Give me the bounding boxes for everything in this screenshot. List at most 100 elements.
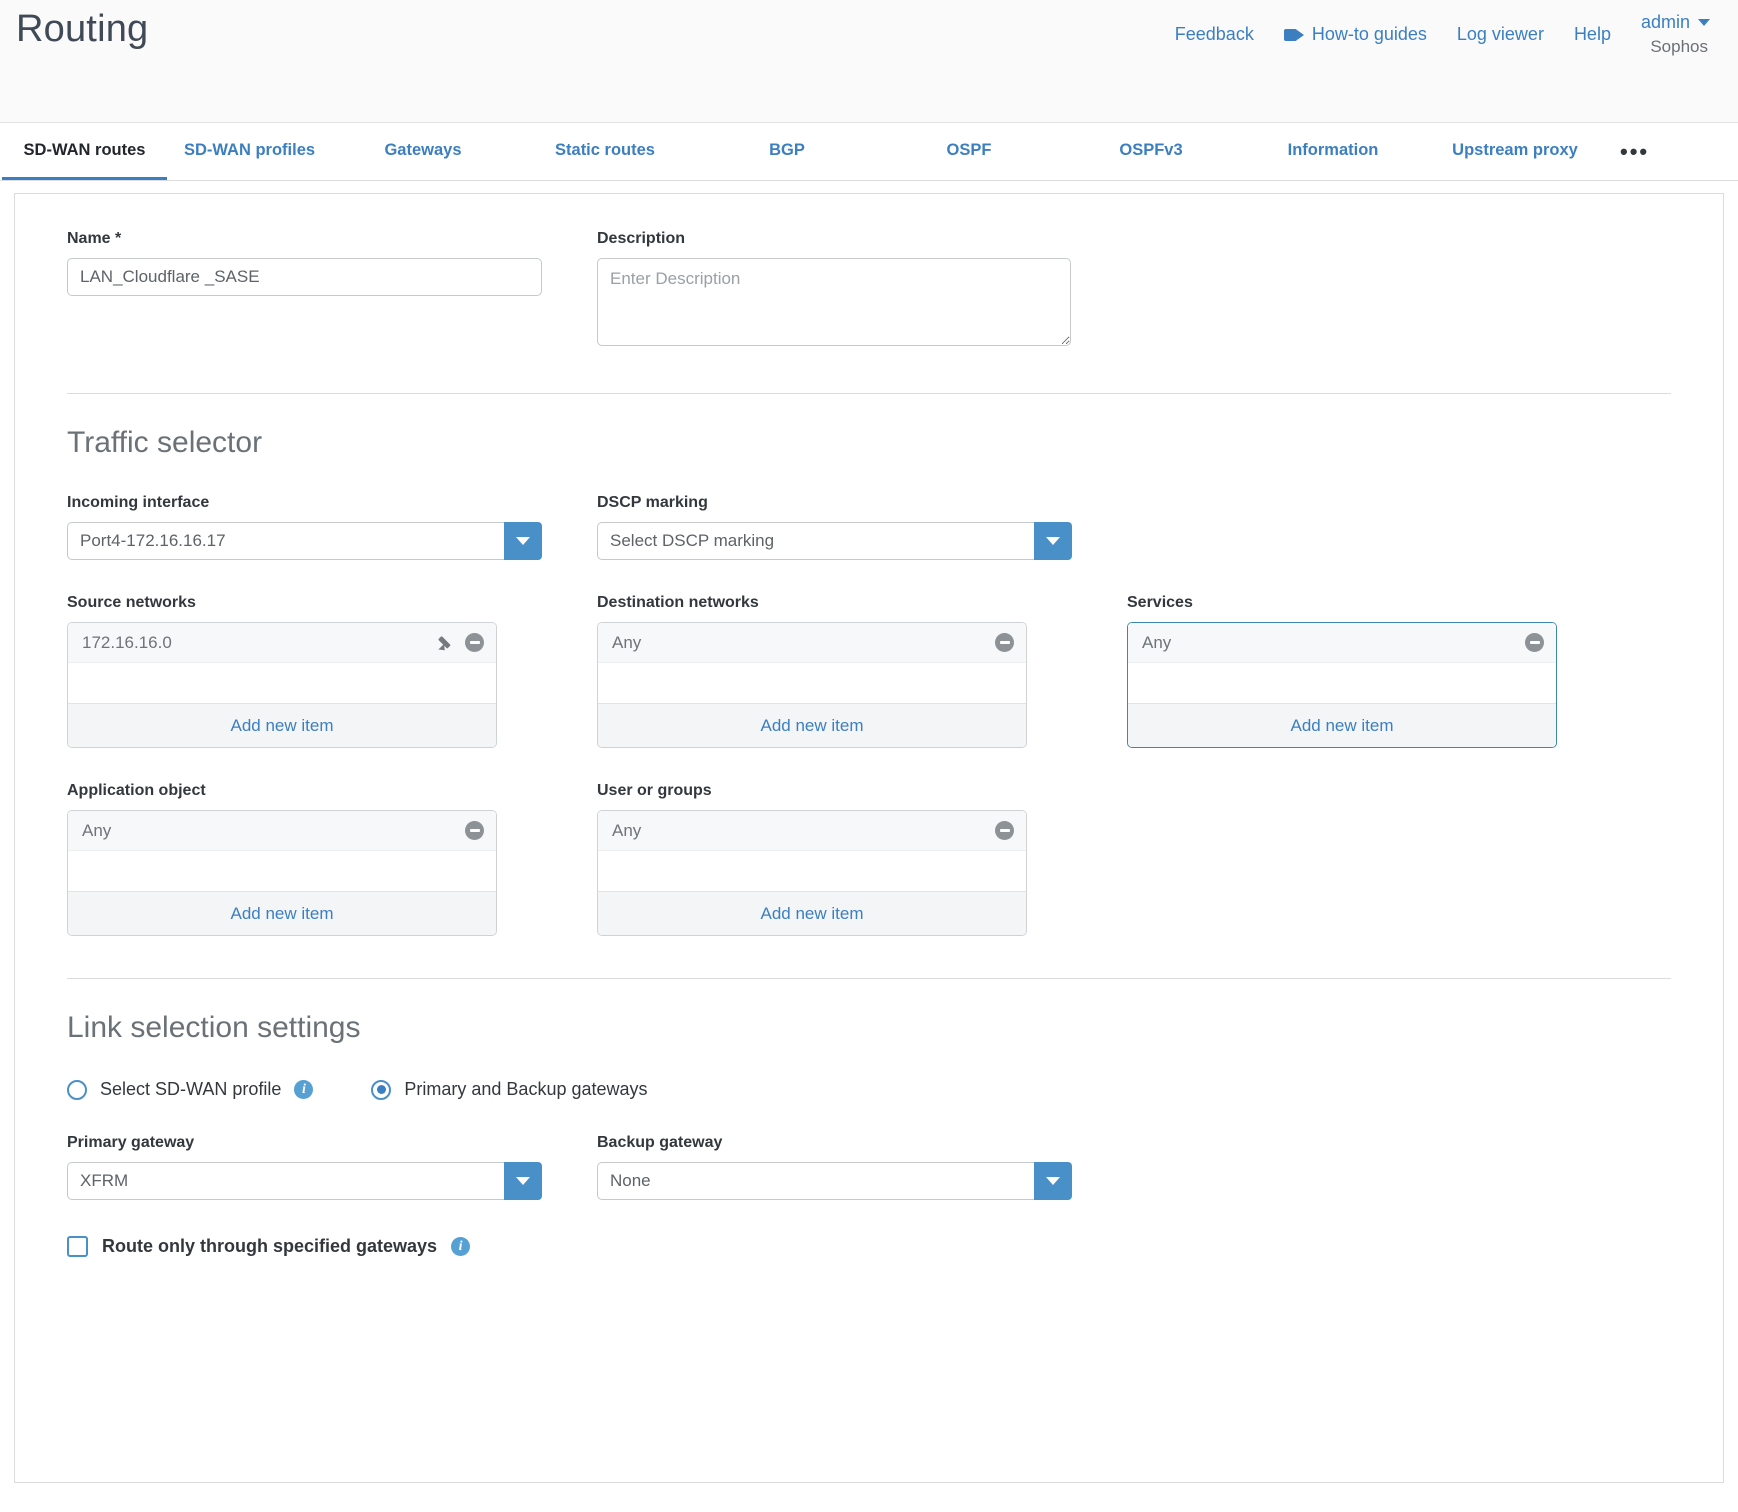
radio-icon (371, 1079, 392, 1100)
services-items: Any (1128, 623, 1556, 703)
description-textarea[interactable] (597, 258, 1071, 346)
application-user-row: Application object Any Add new item User… (67, 782, 1671, 936)
destination-networks-group: Destination networks Any Add new item (597, 594, 1127, 748)
tab-bgp[interactable]: BGP (696, 123, 878, 180)
destination-networks-add-new-item[interactable]: Add new item (598, 703, 1026, 747)
dscp-marking-select[interactable]: Select DSCP marking (597, 522, 1072, 560)
application-object-add-new-item[interactable]: Add new item (68, 891, 496, 935)
log-viewer-link[interactable]: Log viewer (1457, 24, 1544, 45)
application-object-group: Application object Any Add new item (67, 782, 597, 936)
tab-gateways[interactable]: Gateways (332, 123, 514, 180)
source-networks-listbox: 172.16.16.0 Add new item (67, 622, 497, 748)
destination-networks-items: Any (598, 623, 1026, 703)
tab-label: Upstream proxy (1452, 140, 1578, 159)
source-networks-group: Source networks 172.16.16.0 Add new item (67, 594, 597, 748)
help-label: Help (1573, 24, 1611, 44)
services-listbox: Any Add new item (1127, 622, 1557, 748)
tab-label: Information (1287, 140, 1379, 159)
feedback-link[interactable]: Feedback (1175, 24, 1254, 45)
radio-label: Select SD-WAN profile (100, 1079, 282, 1099)
chevron-down-icon (1046, 1177, 1060, 1185)
user-or-groups-group: User or groups Any Add new item (597, 782, 1127, 936)
tab-information[interactable]: Information (1242, 123, 1424, 180)
remove-icon[interactable] (1525, 633, 1544, 652)
interface-dscp-row: Incoming interface Port4-172.16.16.17 DS… (67, 494, 1671, 560)
name-label: Name * (67, 230, 122, 247)
edit-pencil-icon[interactable] (439, 634, 456, 651)
tab-label: SD-WAN routes (23, 140, 146, 159)
incoming-interface-select[interactable]: Port4-172.16.16.17 (67, 522, 542, 560)
how-to-guides-link[interactable]: How-to guides (1283, 24, 1427, 45)
incoming-interface-value: Port4-172.16.16.17 (67, 522, 504, 560)
chevron-down-icon (516, 537, 530, 545)
incoming-interface-dropdown-button[interactable] (504, 522, 542, 560)
user-or-groups-label: User or groups (597, 782, 712, 799)
remove-icon[interactable] (465, 633, 484, 652)
primary-gateway-group: Primary gateway XFRM (67, 1134, 597, 1200)
backup-gateway-select[interactable]: None (597, 1162, 1072, 1200)
radio-select-sd-wan-profile[interactable]: Select SD-WAN profile i (67, 1079, 314, 1100)
video-camera-icon (1283, 28, 1304, 42)
primary-gateway-select[interactable]: XFRM (67, 1162, 542, 1200)
list-item[interactable]: 172.16.16.0 (68, 623, 496, 663)
tab-sd-wan-profiles[interactable]: SD-WAN profiles (167, 123, 332, 180)
tab-upstream-proxy[interactable]: Upstream proxy (1424, 123, 1606, 180)
tab-static-routes[interactable]: Static routes (514, 123, 696, 180)
list-item[interactable]: Any (1128, 623, 1556, 663)
admin-menu[interactable]: admin Sophos (1641, 12, 1710, 57)
remove-icon[interactable] (465, 821, 484, 840)
radio-icon (67, 1079, 87, 1100)
list-item-label: Any (612, 820, 642, 840)
dscp-marking-group: DSCP marking Select DSCP marking (597, 494, 1127, 560)
page-title: Routing (16, 8, 149, 50)
user-or-groups-items: Any (598, 811, 1026, 891)
remove-icon[interactable] (995, 633, 1014, 652)
link-selection-radio-group: Select SD-WAN profile i Primary and Back… (67, 1079, 1671, 1100)
dscp-marking-dropdown-button[interactable] (1034, 522, 1072, 560)
application-object-label: Application object (67, 782, 206, 799)
page-header: Routing Feedback How-to guides Log viewe… (0, 0, 1738, 123)
radio-label: Primary and Backup gateways (404, 1079, 648, 1099)
tab-label: Gateways (384, 140, 462, 159)
tab-label: Static routes (555, 140, 655, 159)
primary-gateway-value: XFRM (67, 1162, 504, 1200)
user-or-groups-add-new-item[interactable]: Add new item (598, 891, 1026, 935)
backup-gateway-group: Backup gateway None (597, 1134, 1127, 1200)
remove-icon[interactable] (995, 821, 1014, 840)
list-item[interactable]: Any (598, 623, 1026, 663)
help-link[interactable]: Help (1574, 24, 1611, 45)
primary-gateway-dropdown-button[interactable] (504, 1162, 542, 1200)
services-add-new-item[interactable]: Add new item (1128, 703, 1556, 747)
sd-wan-route-form: Name * Description Traffic selector Inco… (14, 193, 1724, 1483)
tab-ospf[interactable]: OSPF (878, 123, 1060, 180)
info-icon[interactable]: i (294, 1080, 314, 1099)
list-item-label: Any (82, 820, 112, 840)
description-field-group: Description (597, 230, 1127, 351)
list-item[interactable]: Any (68, 811, 496, 851)
how-to-guides-label: How-to guides (1311, 24, 1427, 44)
tab-ospfv3[interactable]: OSPFv3 (1060, 123, 1242, 180)
list-item-label: Any (612, 632, 642, 652)
tab-sd-wan-routes[interactable]: SD-WAN routes (2, 123, 167, 180)
backup-gateway-dropdown-button[interactable] (1034, 1162, 1072, 1200)
incoming-interface-group: Incoming interface Port4-172.16.16.17 (67, 494, 597, 560)
feedback-link-label: Feedback (1174, 24, 1254, 44)
primary-gateway-label: Primary gateway (67, 1134, 195, 1151)
tab-overflow-menu-icon[interactable]: ••• (1620, 138, 1650, 164)
info-icon[interactable]: i (451, 1237, 471, 1256)
dscp-marking-label: DSCP marking (597, 494, 708, 511)
list-item-label: 172.16.16.0 (82, 632, 172, 652)
source-networks-add-new-item[interactable]: Add new item (68, 703, 496, 747)
route-only-checkbox[interactable] (67, 1236, 88, 1257)
source-networks-items: 172.16.16.0 (68, 623, 496, 703)
list-item[interactable]: Any (598, 811, 1026, 851)
services-group: Services Any Add new item (1127, 594, 1657, 748)
admin-org-label: Sophos (1650, 37, 1708, 56)
source-networks-label: Source networks (67, 594, 196, 611)
name-input[interactable] (67, 258, 542, 296)
admin-label: admin (1640, 12, 1690, 32)
radio-primary-backup-gateways[interactable]: Primary and Backup gateways (371, 1079, 648, 1100)
route-only-checkbox-label: Route only through specified gateways (102, 1236, 438, 1256)
backup-gateway-value: None (597, 1162, 1034, 1200)
log-viewer-label: Log viewer (1456, 24, 1544, 44)
